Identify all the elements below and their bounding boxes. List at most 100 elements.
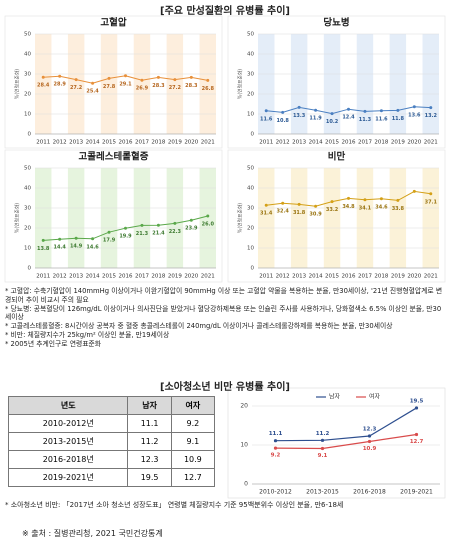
y-tick-label: 0	[251, 266, 255, 272]
column-band	[356, 34, 374, 134]
value-label: 19.5	[410, 398, 424, 404]
x-tick-label: 2021	[201, 274, 215, 280]
y-tick-label: 30	[247, 206, 254, 212]
value-label: 29.1	[119, 81, 132, 87]
data-point	[412, 105, 416, 109]
data-point	[297, 105, 301, 109]
data-point	[91, 81, 95, 85]
x-tick-label: 2020	[407, 140, 421, 146]
x-tick-label: 2017	[358, 274, 372, 280]
x-tick-label: 2020	[407, 274, 421, 280]
data-point	[124, 74, 127, 78]
value-label: 13.3	[293, 113, 306, 119]
data-point	[107, 76, 111, 80]
y-tick-label: 40	[24, 52, 31, 58]
value-label: 32.4	[277, 209, 290, 215]
td: 9.2	[170, 414, 216, 433]
value-label: 28.4	[37, 83, 50, 89]
th: 여자	[170, 396, 216, 415]
value-label: 28.9	[54, 82, 67, 88]
data-point	[58, 237, 62, 241]
x-tick-label: 2013	[69, 140, 83, 146]
y-tick-label: 40	[24, 186, 31, 192]
value-label: 33.2	[326, 207, 339, 213]
note: * 소아청소년 비만: 「2017년 소아 청소년 성장도표」 연령별 체질량지…	[5, 501, 344, 509]
data-point	[379, 109, 383, 113]
value-label: 30.9	[309, 212, 322, 218]
column-band	[323, 168, 341, 268]
x-tick-label: 2018	[151, 140, 165, 146]
chart-title: 고혈압	[100, 17, 126, 29]
data-point	[396, 108, 400, 112]
td: 10.9	[170, 450, 216, 469]
data-point	[41, 75, 45, 79]
x-tick-label: 2014	[86, 274, 100, 280]
value-label: 31.4	[260, 211, 273, 217]
td: 9.1	[170, 432, 216, 451]
value-label: 19.9	[119, 234, 132, 240]
data-point	[367, 439, 372, 444]
data-point	[74, 78, 78, 82]
column-band	[258, 168, 275, 268]
column-band	[422, 168, 439, 268]
data-point	[107, 230, 111, 234]
x-tick-label: 2013	[292, 140, 306, 146]
y-axis-label: %(연령표준화)	[237, 69, 244, 99]
section-title: [소아청소년 비만 유병률 추이]	[160, 382, 290, 393]
data-line	[275, 433, 417, 450]
value-label: 33.8	[392, 206, 405, 212]
value-label: 10.8	[277, 118, 290, 124]
column-band	[166, 34, 184, 134]
data-point	[189, 75, 193, 79]
value-label: 27.2	[169, 85, 182, 91]
column-band	[35, 34, 52, 134]
value-label: 9.1	[318, 453, 328, 459]
x-tick-label: 2012	[53, 140, 67, 146]
column-band	[100, 168, 118, 268]
column-band	[199, 34, 216, 134]
value-label: 31.8	[293, 210, 306, 216]
td: 2010-2012년	[7, 414, 129, 433]
x-tick-label: 2011	[259, 140, 273, 146]
chart-title: 비만	[328, 151, 346, 163]
data-point	[140, 78, 144, 82]
th: 년도	[7, 396, 129, 415]
x-tick-label: 2017	[135, 140, 149, 146]
y-tick-label: 20	[247, 92, 254, 98]
x-tick-label: 2019	[391, 140, 405, 146]
data-point	[330, 112, 334, 116]
value-label: 11.1	[269, 431, 283, 437]
x-tick-label: 2020	[184, 274, 198, 280]
value-label: 11.6	[260, 116, 273, 122]
data-point	[140, 223, 144, 227]
data-point	[273, 439, 278, 443]
data-point	[320, 438, 325, 442]
data-point	[74, 236, 78, 240]
value-label: 14.6	[86, 244, 99, 250]
legend-label: 남자	[329, 393, 341, 401]
value-label: 11.3	[359, 117, 372, 123]
value-label: 12.7	[410, 439, 424, 445]
x-tick-label: 2021	[201, 140, 215, 146]
data-point	[330, 200, 334, 204]
x-tick-label: 2019	[391, 274, 405, 280]
source: ※ 출처 : 질병관리청, 2021 국민건강통계	[22, 529, 163, 538]
data-point	[41, 238, 45, 242]
value-label: 27.8	[103, 84, 116, 90]
td: 11.1	[127, 414, 172, 433]
note: * 고혈압: 수축기혈압이 140mmHg 이상이거나 이완기혈압이 90mmH…	[5, 287, 443, 304]
x-tick-label: 2011	[36, 274, 50, 280]
value-label: 21.3	[136, 231, 149, 237]
column-band	[35, 168, 52, 268]
value-label: 26.0	[202, 222, 215, 228]
y-tick-label: 20	[24, 226, 31, 232]
x-tick-label: 2015	[102, 140, 116, 146]
data-point	[91, 237, 95, 241]
value-label: 13.2	[425, 113, 438, 119]
value-label: 27.2	[70, 85, 83, 91]
y-axis-label: %(연령표준화)	[14, 203, 21, 233]
td: 19.5	[127, 468, 172, 487]
data-point	[281, 201, 285, 205]
data-point	[429, 106, 433, 110]
